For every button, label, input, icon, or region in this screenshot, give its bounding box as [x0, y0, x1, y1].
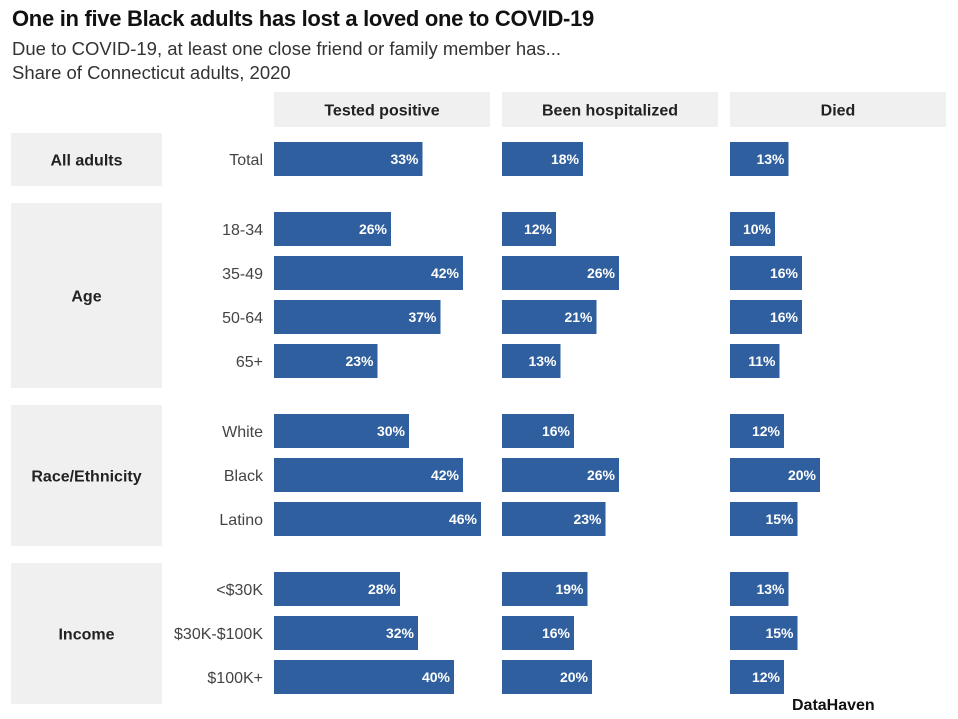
bar-value-label: 37%	[408, 309, 437, 325]
group-label-age: Age	[71, 289, 101, 306]
bar	[730, 616, 798, 650]
bar	[274, 142, 423, 176]
chart-subtitle-2: Share of Connecticut adults, 2020	[12, 62, 291, 83]
bar-value-label: 13%	[528, 353, 557, 369]
bar	[274, 502, 481, 536]
bar	[502, 212, 556, 246]
bar	[502, 300, 597, 334]
bar	[274, 414, 409, 448]
bar-value-label: 20%	[560, 669, 589, 685]
bar	[730, 256, 802, 290]
chart-subtitle: Due to COVID-19, at least one close frie…	[12, 38, 562, 59]
group-label-all-adults: All adults	[50, 153, 122, 170]
bar-value-label: 33%	[390, 151, 419, 167]
bar	[730, 660, 784, 694]
bar-value-label: 21%	[564, 309, 593, 325]
bar	[274, 344, 378, 378]
bar	[274, 256, 463, 290]
bar-value-label: 26%	[587, 265, 616, 281]
facet-header-died: Died	[821, 103, 856, 120]
bar-value-label: 42%	[431, 265, 460, 281]
bar	[730, 458, 820, 492]
group-box-race-ethnicity	[11, 405, 162, 546]
bar-value-label: 16%	[770, 265, 799, 281]
category-label: 18-34	[222, 222, 263, 239]
bar-value-label: 16%	[542, 423, 571, 439]
bar	[274, 458, 463, 492]
bar	[502, 142, 583, 176]
category-label: Black	[224, 468, 264, 485]
bar	[730, 142, 789, 176]
group-box-all-adults	[11, 133, 162, 186]
bar-value-label: 12%	[752, 423, 781, 439]
bar	[502, 572, 588, 606]
bar-value-label: 23%	[345, 353, 374, 369]
bar-value-label: 15%	[765, 625, 794, 641]
bar-value-label: 32%	[386, 625, 415, 641]
bar-value-label: 13%	[756, 581, 785, 597]
bar	[274, 212, 391, 246]
bar-value-label: 26%	[359, 221, 388, 237]
group-label-race-ethnicity: Race/Ethnicity	[31, 469, 141, 486]
bar	[274, 572, 400, 606]
bar-value-label: 13%	[756, 151, 785, 167]
bar	[502, 414, 574, 448]
bar-value-label: 12%	[524, 221, 553, 237]
bar	[502, 256, 619, 290]
group-box-age	[11, 203, 162, 388]
category-label: White	[222, 424, 263, 441]
bar-value-label: 23%	[573, 511, 602, 527]
bar-value-label: 26%	[587, 467, 616, 483]
bar	[502, 344, 561, 378]
bar-value-label: 46%	[449, 511, 478, 527]
bar-value-label: 18%	[551, 151, 580, 167]
bar-value-label: 28%	[368, 581, 397, 597]
bar	[274, 616, 418, 650]
facet-header-been-hospitalized: Been hospitalized	[542, 103, 678, 120]
facet-header-tested-positive: Tested positive	[324, 103, 439, 120]
facet-header-bg	[502, 92, 718, 127]
bar	[730, 344, 780, 378]
bar-value-label: 11%	[748, 353, 776, 369]
chart-title: One in five Black adults has lost a love…	[12, 6, 594, 31]
bar	[730, 572, 789, 606]
bar	[502, 660, 592, 694]
bar-value-label: 42%	[431, 467, 460, 483]
category-label: $30K-$100K	[174, 626, 263, 643]
bar-value-label: 15%	[765, 511, 794, 527]
category-label: 35-49	[222, 266, 263, 283]
category-label: Total	[229, 152, 263, 169]
bar	[730, 300, 802, 334]
bar	[730, 414, 784, 448]
bar-value-label: 16%	[770, 309, 799, 325]
category-label: <$30K	[216, 582, 263, 599]
bar-value-label: 10%	[743, 221, 772, 237]
bar	[730, 212, 775, 246]
bar	[502, 502, 606, 536]
bar	[274, 660, 454, 694]
bar	[274, 300, 441, 334]
category-label: Latino	[219, 512, 263, 529]
group-label-income: Income	[58, 627, 114, 644]
facet-header-bg	[730, 92, 946, 127]
bar-value-label: 30%	[377, 423, 406, 439]
bar-value-label: 12%	[752, 669, 781, 685]
category-label: 50-64	[222, 310, 263, 327]
facet-header-bg	[274, 92, 490, 127]
category-label: $100K+	[207, 670, 263, 687]
bar-value-label: 20%	[788, 467, 817, 483]
bar-value-label: 40%	[422, 669, 451, 685]
bar	[502, 458, 619, 492]
bar	[502, 616, 574, 650]
bar	[730, 502, 798, 536]
source-label: DataHaven	[792, 697, 875, 714]
bar-value-label: 19%	[555, 581, 584, 597]
group-box-income	[11, 563, 162, 704]
bar-value-label: 16%	[542, 625, 571, 641]
category-label: 65+	[236, 354, 263, 371]
